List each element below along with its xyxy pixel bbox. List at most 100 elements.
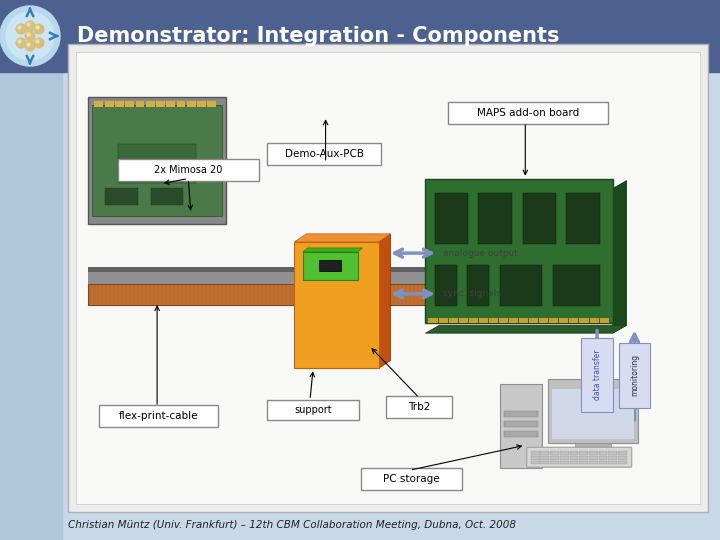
Text: Christian Müntz (Univ. Frankfurt) – 12th CBM Collaboration Meeting, Dubna, Oct. : Christian Müntz (Univ. Frankfurt) – 12th… xyxy=(68,520,516,530)
Bar xyxy=(580,451,588,455)
Bar xyxy=(0,0,62,540)
FancyBboxPatch shape xyxy=(267,143,381,165)
FancyBboxPatch shape xyxy=(527,447,631,467)
Bar xyxy=(553,265,600,306)
Bar xyxy=(438,318,448,323)
Bar xyxy=(156,101,165,107)
FancyBboxPatch shape xyxy=(99,405,218,427)
Text: Demonstrator: Integration - Components: Demonstrator: Integration - Components xyxy=(77,26,559,46)
FancyBboxPatch shape xyxy=(117,159,259,180)
Bar xyxy=(618,456,627,460)
Bar xyxy=(570,318,578,323)
Bar xyxy=(608,461,617,464)
FancyBboxPatch shape xyxy=(361,468,462,490)
Bar xyxy=(319,260,341,272)
Bar xyxy=(68,44,708,512)
Bar xyxy=(0,0,720,72)
Bar xyxy=(504,411,538,417)
Bar xyxy=(608,456,617,460)
Bar xyxy=(500,383,541,468)
FancyBboxPatch shape xyxy=(386,396,452,418)
Bar xyxy=(580,318,588,323)
Bar xyxy=(467,265,489,306)
Bar xyxy=(541,451,549,455)
Text: data transfer: data transfer xyxy=(593,350,601,401)
Bar xyxy=(197,101,206,107)
Bar xyxy=(504,431,538,437)
Bar xyxy=(146,101,155,107)
Circle shape xyxy=(18,26,21,29)
Bar xyxy=(469,318,478,323)
FancyBboxPatch shape xyxy=(449,102,608,124)
Bar xyxy=(552,389,634,440)
Bar xyxy=(176,101,186,107)
Bar xyxy=(580,456,588,460)
Bar xyxy=(435,265,457,306)
Bar xyxy=(618,451,627,455)
Bar xyxy=(550,451,559,455)
Bar xyxy=(294,242,379,368)
Bar xyxy=(549,379,638,443)
Bar xyxy=(560,461,569,464)
Circle shape xyxy=(25,31,35,41)
Polygon shape xyxy=(379,234,391,368)
Bar xyxy=(618,461,627,464)
Circle shape xyxy=(36,26,39,29)
Circle shape xyxy=(27,33,30,36)
Text: support: support xyxy=(294,405,332,415)
Bar xyxy=(570,456,578,460)
Bar xyxy=(550,456,559,460)
Bar xyxy=(92,105,222,216)
Bar xyxy=(125,101,134,107)
Bar xyxy=(598,461,608,464)
Bar xyxy=(449,318,458,323)
Circle shape xyxy=(18,40,21,43)
Text: sync. signals: sync. signals xyxy=(443,289,501,298)
Bar xyxy=(428,318,438,323)
Text: PC storage: PC storage xyxy=(383,474,440,484)
Text: MAPS add-on board: MAPS add-on board xyxy=(477,108,580,118)
Bar xyxy=(589,451,598,455)
Bar xyxy=(523,193,557,244)
Bar xyxy=(489,318,498,323)
Bar xyxy=(589,461,598,464)
Bar xyxy=(459,318,468,323)
Bar xyxy=(531,451,539,455)
Bar xyxy=(531,456,539,460)
Bar xyxy=(575,443,611,451)
Circle shape xyxy=(16,24,26,34)
Polygon shape xyxy=(426,325,626,333)
Bar xyxy=(560,456,569,460)
Bar xyxy=(89,267,463,273)
Bar xyxy=(504,421,538,428)
Text: monitoring: monitoring xyxy=(630,354,639,396)
Bar xyxy=(135,101,145,107)
Bar xyxy=(89,284,463,305)
Bar xyxy=(598,456,608,460)
Polygon shape xyxy=(303,248,363,252)
Bar xyxy=(89,273,463,284)
Text: Demo-Aux-PCB: Demo-Aux-PCB xyxy=(284,148,364,159)
Bar xyxy=(118,144,196,183)
Text: Trb2: Trb2 xyxy=(408,402,431,412)
Bar xyxy=(76,52,700,504)
Bar xyxy=(89,97,226,224)
Bar xyxy=(580,461,588,464)
Bar xyxy=(509,318,518,323)
FancyBboxPatch shape xyxy=(267,400,359,420)
Bar xyxy=(531,461,539,464)
Bar xyxy=(115,101,124,107)
Bar xyxy=(600,318,608,323)
Bar xyxy=(105,188,138,205)
Bar xyxy=(478,193,511,244)
Text: flex-print-cable: flex-print-cable xyxy=(119,411,199,421)
Bar xyxy=(550,461,559,464)
Bar xyxy=(94,101,103,107)
Bar xyxy=(570,451,578,455)
Circle shape xyxy=(27,23,30,26)
Bar xyxy=(426,179,613,323)
Bar xyxy=(529,318,538,323)
Circle shape xyxy=(0,6,60,66)
Bar xyxy=(541,456,549,460)
Bar xyxy=(519,318,528,323)
